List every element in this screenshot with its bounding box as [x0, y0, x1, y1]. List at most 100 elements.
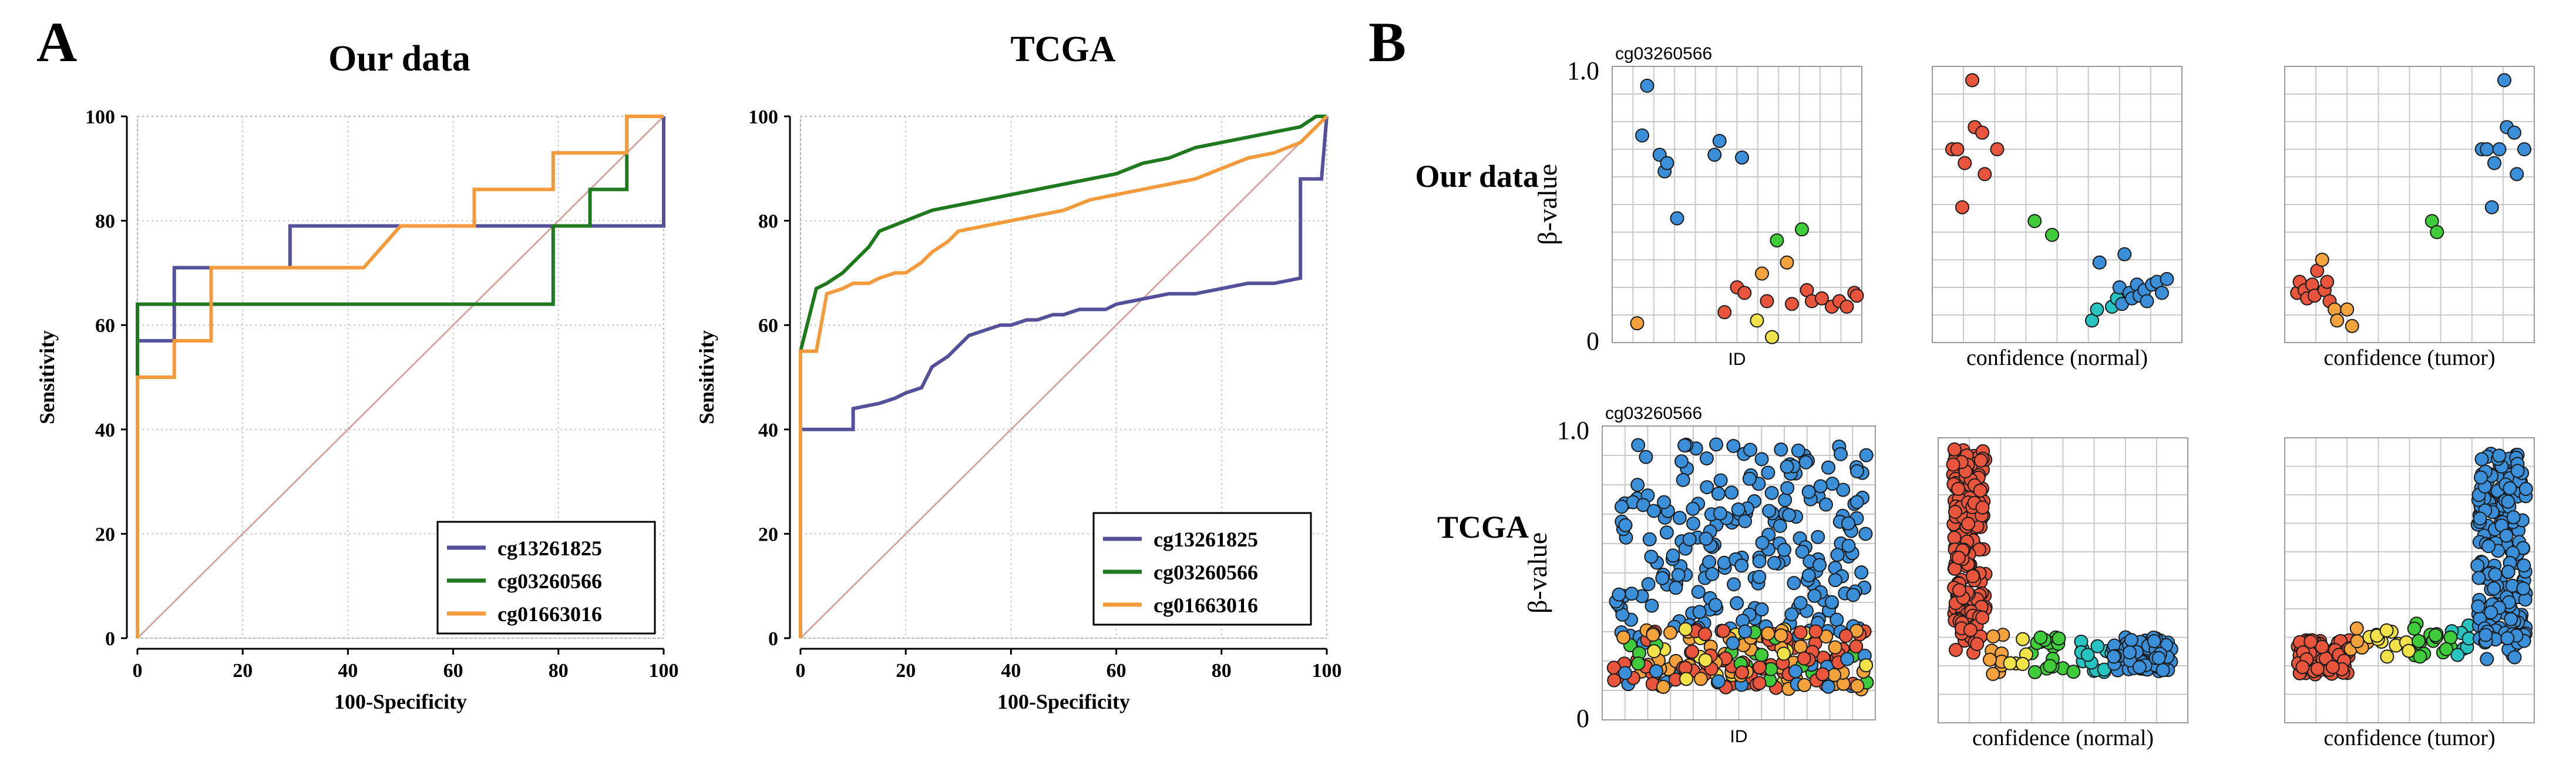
data-point: [2443, 630, 2458, 645]
data-point: [1946, 457, 1960, 472]
data-point: [1754, 452, 1769, 467]
data-point: [1973, 453, 1988, 468]
data-point: [1815, 667, 1830, 682]
data-point: [2450, 648, 2465, 662]
data-point: [1678, 622, 1693, 636]
data-point: [1755, 535, 1770, 550]
data-point: [1685, 645, 1700, 659]
data-point: [1625, 586, 1639, 601]
data-point: [1849, 495, 1864, 509]
panel-label-a: A: [36, 11, 77, 73]
data-point: [2033, 630, 2048, 645]
data-point: [1858, 527, 1873, 541]
data-point: [1762, 504, 1777, 518]
data-point: [1785, 297, 1799, 311]
data-point: [1859, 448, 1874, 462]
data-point: [1631, 656, 1646, 671]
y-axis-label: β-value: [1522, 532, 1552, 614]
y-axis-label: Sensitivity: [35, 330, 59, 424]
y-tick-label: 60: [95, 315, 115, 337]
data-point: [1686, 516, 1701, 531]
data-point: [1952, 551, 1966, 565]
data-point: [1655, 571, 1670, 585]
data-point: [1795, 222, 1809, 237]
data-point: [1699, 531, 1713, 546]
data-point: [2501, 565, 2516, 579]
data-point: [1765, 330, 1779, 344]
data-point: [1793, 639, 1808, 654]
data-point: [1846, 588, 1861, 602]
data-point: [1952, 583, 1967, 598]
data-point: [2045, 227, 2059, 242]
data-point: [2500, 631, 2515, 646]
data-point: [2412, 633, 2426, 648]
data-point: [1774, 442, 1788, 457]
data-point: [2124, 633, 2138, 648]
data-point: [1813, 479, 1828, 494]
roc-line-cg01663016: [799, 115, 1329, 638]
data-point: [1711, 487, 1726, 501]
x-axis-label: 100-Specificity: [997, 690, 1130, 713]
data-point: [1950, 142, 1965, 156]
data-point: [2407, 621, 2422, 636]
data-point: [1965, 569, 1980, 584]
data-point: [1830, 612, 1844, 627]
y-tick-label-top: 1.0: [1557, 416, 1589, 445]
data-point: [1965, 73, 1979, 88]
data-point: [1630, 478, 1645, 492]
data-point: [1849, 464, 1864, 479]
data-point: [2310, 662, 2325, 676]
data-point: [2027, 214, 2042, 229]
data-point: [1828, 640, 1842, 655]
beta-panel-our-tumor: confidence (tumor): [2284, 66, 2535, 370]
data-point: [2492, 142, 2507, 156]
data-point: [1743, 442, 1758, 457]
data-point: [1699, 451, 1714, 466]
data-point: [1705, 566, 1720, 581]
data-point: [1646, 628, 1660, 642]
legend-label-cg03260566: cg03260566: [1154, 561, 1258, 584]
data-point: [2303, 634, 2318, 649]
data-point: [1795, 544, 1810, 559]
y-tick-label: 20: [95, 524, 115, 545]
beta-panel-our-normal: confidence (normal): [1932, 66, 2182, 370]
data-point: [1821, 460, 1836, 475]
data-point: [1780, 460, 1794, 474]
panel-frame: [1602, 425, 1876, 720]
data-point: [1948, 505, 1962, 519]
data-point: [1975, 610, 1990, 625]
x-tick-label: 60: [1107, 660, 1126, 682]
data-point: [1647, 644, 1662, 659]
legend-label-cg13261825: cg13261825: [1154, 528, 1258, 551]
data-point: [1955, 200, 1969, 214]
data-point: [2471, 599, 2486, 614]
y-tick-label: 80: [95, 211, 115, 233]
data-point: [2315, 639, 2329, 654]
x-axis-label: confidence (tumor): [2323, 346, 2495, 370]
data-point: [1631, 438, 1646, 452]
data-point: [2504, 612, 2518, 626]
data-point: [2140, 294, 2154, 309]
data-point: [1657, 495, 1672, 509]
roc-line-cg13261825: [799, 116, 1329, 638]
data-point: [1717, 305, 1732, 320]
data-point: [1666, 548, 1680, 563]
data-point: [2106, 649, 2121, 664]
panel-title: cg03260566: [1605, 404, 1702, 423]
data-point: [1713, 506, 1727, 521]
panel-frame: [1938, 437, 2188, 723]
data-point: [1618, 518, 1633, 532]
data-point: [2160, 271, 2174, 286]
data-point: [1840, 652, 1855, 666]
data-point: [1859, 658, 1874, 673]
data-point: [1724, 485, 1739, 500]
data-point: [2016, 632, 2030, 646]
data-point: [1801, 568, 1816, 583]
data-point: [2315, 253, 2329, 267]
data-point: [2492, 448, 2507, 463]
data-point: [2484, 200, 2499, 214]
data-point: [1693, 672, 1708, 686]
data-point: [1697, 627, 1712, 642]
data-point: [1737, 286, 1752, 300]
data-point: [1616, 630, 1631, 645]
